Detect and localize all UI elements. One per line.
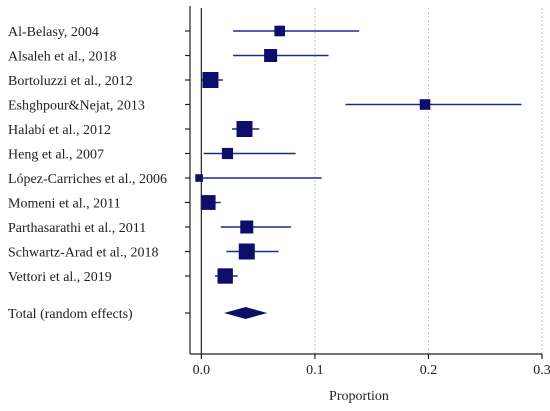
x-tick-label: 0.2 (420, 363, 438, 378)
study-marker (264, 49, 278, 62)
study-marker (202, 72, 219, 88)
confidence-intervals (199, 30, 522, 277)
total-label: Total (random effects) (8, 307, 133, 322)
study-label: Momeni et al., 2011 (8, 197, 121, 212)
study-label: Heng et al., 2007 (8, 148, 104, 163)
study-marker (195, 174, 203, 182)
study-marker (200, 195, 216, 210)
study-marker (238, 243, 255, 260)
study-markers (195, 25, 431, 319)
x-tick-label: 0.0 (193, 363, 211, 378)
study-label: Bortoluzzi et al., 2012 (8, 74, 133, 89)
study-label: Al-Belasy, 2004 (8, 25, 99, 40)
study-label: Parthasarathi et al., 2011 (8, 221, 146, 236)
study-marker (236, 121, 253, 137)
x-tick-label: 0.1 (306, 363, 324, 378)
plot-frame (185, 6, 542, 355)
study-label: López-Carriches et al., 2006 (8, 172, 167, 187)
study-label: Alsaleh et al., 2018 (8, 50, 116, 65)
study-marker (221, 147, 234, 160)
study-marker (274, 25, 286, 37)
study-label: Eshghpour&Nejat, 2013 (8, 99, 145, 114)
study-marker (217, 268, 233, 284)
study-label: Halabí et al., 2012 (8, 123, 111, 138)
x-axis-title: Proportion (329, 389, 389, 404)
study-marker (419, 99, 431, 110)
gridlines (314, 8, 543, 354)
x-axis-ticks: 0.0 0.1 0.2 0.3 (193, 354, 550, 378)
total-diamond (224, 307, 268, 319)
study-label: Schwartz-Arad et al., 2018 (8, 246, 158, 261)
study-labels: Al-Belasy, 2004 Alsaleh et al., 2018 Borto… (8, 25, 167, 322)
study-marker (240, 220, 254, 234)
x-tick-label: 0.3 (533, 363, 550, 378)
study-label: Vettori et al., 2019 (8, 270, 112, 285)
